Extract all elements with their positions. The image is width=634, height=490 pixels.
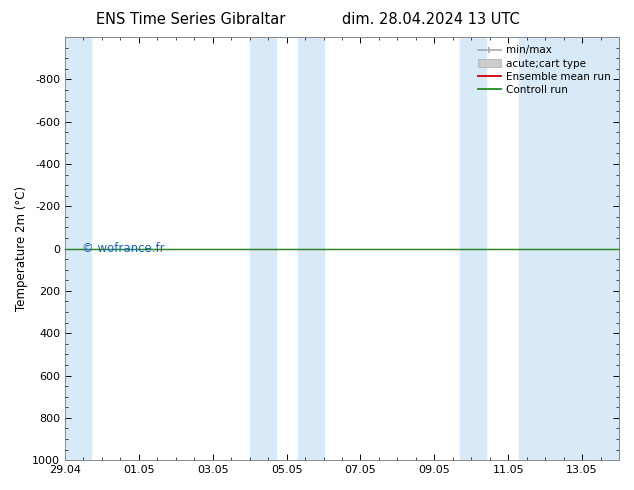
Text: dim. 28.04.2024 13 UTC: dim. 28.04.2024 13 UTC — [342, 12, 520, 27]
Text: © wofrance.fr: © wofrance.fr — [82, 242, 164, 255]
Legend: min/max, acute;cart type, Ensemble mean run, Controll run: min/max, acute;cart type, Ensemble mean … — [475, 42, 614, 98]
Bar — [298, 37, 323, 460]
Bar — [250, 37, 276, 460]
Bar — [519, 37, 619, 460]
Y-axis label: Temperature 2m (°C): Temperature 2m (°C) — [15, 186, 28, 311]
Text: ENS Time Series Gibraltar: ENS Time Series Gibraltar — [96, 12, 285, 27]
Bar — [460, 37, 486, 460]
Bar — [65, 37, 91, 460]
